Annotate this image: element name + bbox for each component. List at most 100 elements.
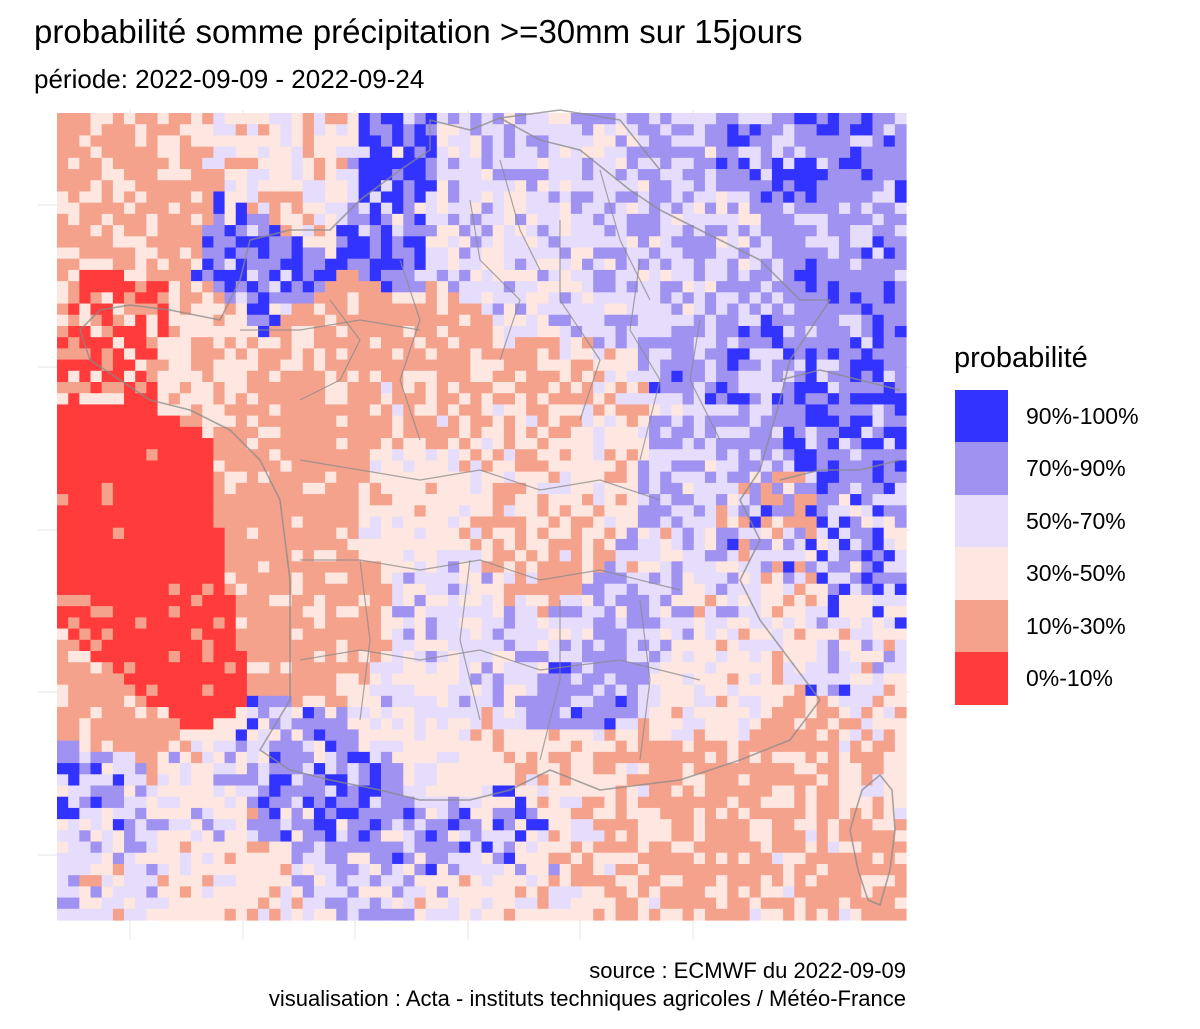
probability-tile xyxy=(336,426,349,439)
probability-tile xyxy=(90,426,103,439)
probability-tile xyxy=(727,393,740,406)
probability-tile xyxy=(861,740,874,753)
probability-tile xyxy=(135,359,147,372)
probability-tile xyxy=(548,124,561,137)
probability-tile xyxy=(682,785,695,798)
probability-tile xyxy=(369,673,382,686)
probability-tile xyxy=(894,673,907,686)
probability-tile xyxy=(191,774,203,787)
probability-tile xyxy=(57,382,69,394)
probability-tile xyxy=(593,796,605,809)
probability-tile xyxy=(872,382,885,394)
probability-tile xyxy=(783,583,795,596)
probability-tile xyxy=(68,202,80,215)
probability-tile xyxy=(481,830,494,843)
probability-tile xyxy=(347,695,360,708)
probability-tile xyxy=(436,583,449,596)
probability-tile xyxy=(716,561,728,574)
probability-tile xyxy=(358,751,371,764)
probability-tile xyxy=(336,258,349,271)
probability-tile xyxy=(302,460,315,473)
probability-tile xyxy=(280,236,293,249)
probability-tile xyxy=(883,146,896,159)
probability-tile xyxy=(783,404,795,417)
probability-tile xyxy=(682,628,695,641)
probability-tile xyxy=(269,617,282,630)
probability-tile xyxy=(470,494,483,506)
probability-tile xyxy=(57,393,69,406)
probability-tile xyxy=(805,695,818,708)
probability-tile xyxy=(671,348,684,361)
probability-tile xyxy=(135,258,147,271)
probability-tile xyxy=(447,202,460,215)
probability-tile xyxy=(503,550,516,562)
probability-tile xyxy=(883,292,896,305)
probability-tile xyxy=(492,359,505,372)
probability-tile xyxy=(213,113,226,125)
probability-tile xyxy=(738,269,751,282)
probability-tile xyxy=(649,213,661,226)
probability-tile xyxy=(213,785,226,798)
probability-tile xyxy=(380,202,393,215)
probability-tile xyxy=(883,594,896,607)
probability-tile xyxy=(57,718,69,731)
probability-tile xyxy=(570,505,583,518)
probability-tile xyxy=(492,807,505,820)
probability-tile xyxy=(738,146,751,159)
probability-tile xyxy=(604,482,617,495)
probability-tile xyxy=(124,471,136,484)
probability-tile xyxy=(235,449,248,462)
probability-tile xyxy=(626,494,639,506)
probability-tile xyxy=(704,269,717,282)
probability-tile xyxy=(470,662,483,675)
probability-tile xyxy=(582,639,594,652)
probability-tile xyxy=(872,639,885,652)
probability-tile xyxy=(414,550,427,562)
probability-tile xyxy=(693,247,706,260)
probability-tile xyxy=(436,393,449,406)
probability-tile xyxy=(135,774,147,787)
probability-tile xyxy=(425,247,438,260)
probability-tile xyxy=(604,639,617,652)
probability-tile xyxy=(57,348,69,361)
probability-tile xyxy=(693,707,706,719)
probability-tile xyxy=(593,113,605,125)
probability-tile xyxy=(693,594,706,607)
probability-tile xyxy=(157,606,170,618)
probability-tile xyxy=(682,247,695,260)
probability-tile xyxy=(90,303,103,316)
probability-tile xyxy=(470,606,483,618)
probability-tile xyxy=(805,639,818,652)
probability-tile xyxy=(548,393,561,406)
probability-tile xyxy=(369,740,382,753)
probability-tile xyxy=(302,516,315,529)
probability-tile xyxy=(57,247,69,260)
probability-tile xyxy=(816,774,829,787)
probability-tile xyxy=(157,460,170,473)
probability-tile xyxy=(112,213,125,226)
probability-tile xyxy=(805,460,818,473)
probability-tile xyxy=(671,382,684,394)
probability-tile xyxy=(68,830,80,843)
probability-tile xyxy=(135,269,147,282)
probability-tile xyxy=(202,404,214,417)
probability-tile xyxy=(704,662,717,675)
probability-tile xyxy=(179,819,192,831)
probability-tile xyxy=(637,180,650,193)
probability-tile xyxy=(649,281,661,293)
probability-tile xyxy=(202,460,214,473)
probability-tile xyxy=(168,628,181,641)
probability-tile xyxy=(202,751,214,764)
probability-tile xyxy=(626,606,639,618)
probability-tile xyxy=(392,684,404,697)
probability-tile xyxy=(827,382,840,394)
probability-tile xyxy=(704,180,717,193)
probability-tile xyxy=(805,572,818,585)
probability-tile xyxy=(537,225,550,237)
probability-tile xyxy=(202,124,214,137)
probability-tile xyxy=(157,202,170,215)
probability-tile xyxy=(827,796,840,809)
probability-tile xyxy=(526,314,538,327)
probability-tile xyxy=(179,191,192,204)
probability-tile xyxy=(447,819,460,831)
